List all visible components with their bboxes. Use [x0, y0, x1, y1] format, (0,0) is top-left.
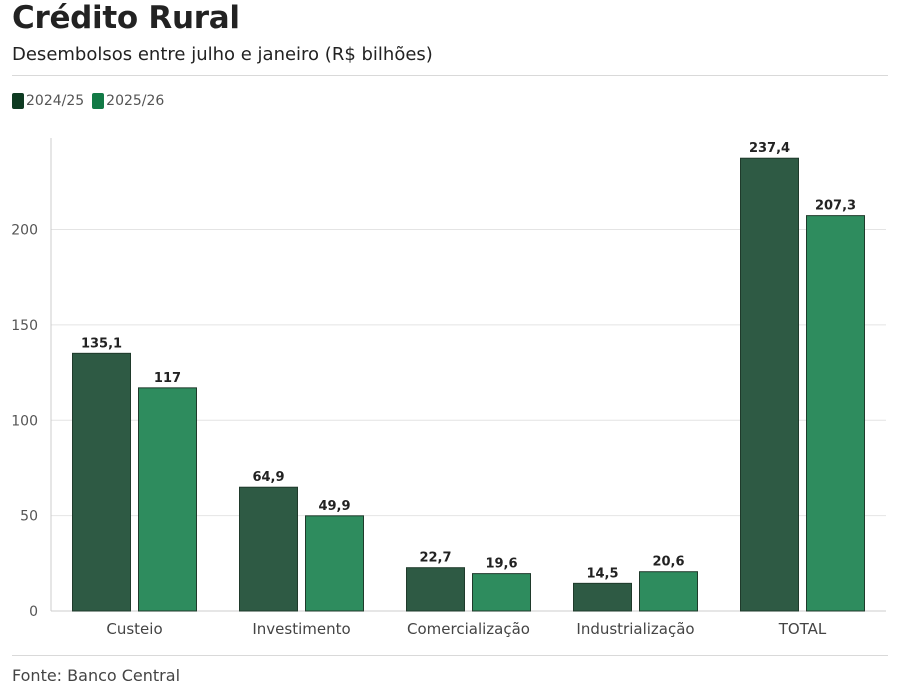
bar-industrializacao-2025-26 — [639, 571, 698, 612]
legend-swatch-2025-26 — [92, 93, 105, 109]
y-tick-label-0: 0 — [29, 604, 38, 620]
x-tick-label-total: TOTAL — [778, 620, 827, 638]
x-tick-label-comercializacao: Comercialização — [407, 620, 530, 638]
data-label-industrializacao-2024-25: 14,5 — [586, 566, 618, 581]
header-divider — [12, 75, 888, 76]
y-tick-label-200: 200 — [11, 223, 38, 239]
legend-item-2024-25: 2024/25 — [12, 93, 84, 109]
bar-comercializacao-2025-26 — [472, 573, 531, 612]
bar-custeio-2024-25 — [72, 352, 131, 612]
bar-industrializacao-2024-25 — [573, 582, 632, 612]
y-tick-label-50: 50 — [20, 509, 38, 525]
bar-comercializacao-2024-25 — [406, 567, 465, 612]
data-label-investimento-2025-26: 49,9 — [318, 499, 350, 514]
chart-subtitle: Desembolsos entre julho e janeiro (R$ bi… — [12, 44, 433, 65]
bar-total-2025-26 — [806, 215, 865, 612]
x-tick-label-custeio: Custeio — [106, 620, 162, 638]
data-label-comercializacao-2025-26: 19,6 — [485, 557, 517, 572]
legend-item-2025-26: 2025/26 — [92, 93, 164, 109]
data-label-comercializacao-2024-25: 22,7 — [419, 551, 451, 566]
x-tick-label-investimento: Investimento — [252, 620, 350, 638]
data-label-industrializacao-2025-26: 20,6 — [652, 555, 684, 570]
legend: 2024/25 2025/26 — [12, 93, 164, 109]
legend-label-2025-26: 2025/26 — [106, 93, 165, 109]
data-label-investimento-2024-25: 64,9 — [252, 470, 284, 485]
chart-title: Crédito Rural — [12, 0, 240, 36]
y-tick-label-100: 100 — [11, 413, 38, 429]
data-label-custeio-2024-25: 135,1 — [81, 336, 122, 351]
y-tick-label-150: 150 — [11, 318, 38, 334]
data-label-custeio-2025-26: 117 — [154, 371, 181, 386]
data-label-total-2025-26: 207,3 — [815, 199, 856, 214]
source-note: Fonte: Banco Central — [12, 666, 181, 685]
legend-swatch-2024-25 — [12, 93, 24, 109]
footer-divider — [12, 655, 888, 656]
bar-investimento-2025-26 — [305, 515, 364, 612]
bar-custeio-2025-26 — [138, 387, 197, 612]
data-label-total-2024-25: 237,4 — [749, 141, 790, 156]
bar-investimento-2024-25 — [239, 486, 298, 612]
x-tick-label-industrializacao: Industrialização — [576, 620, 694, 638]
legend-label-2024-25: 2024/25 — [26, 93, 85, 109]
bar-total-2024-25 — [740, 157, 799, 612]
